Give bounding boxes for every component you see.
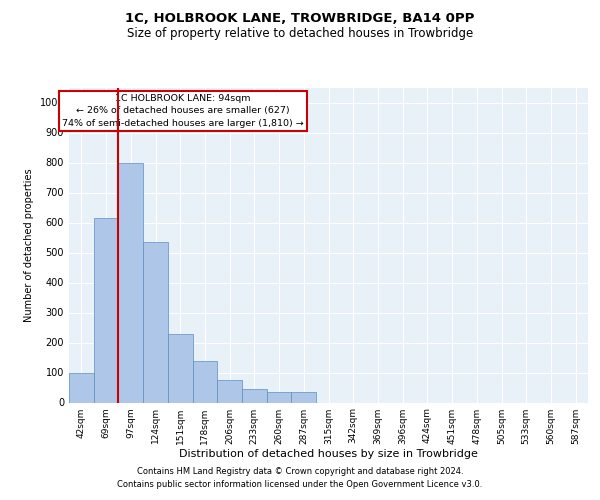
Bar: [168, 334, 193, 402]
X-axis label: Distribution of detached houses by size in Trowbridge: Distribution of detached houses by size …: [179, 450, 478, 460]
Bar: [118, 162, 143, 402]
Bar: [69, 372, 94, 402]
Bar: [267, 392, 292, 402]
Text: Contains HM Land Registry data © Crown copyright and database right 2024.: Contains HM Land Registry data © Crown c…: [137, 467, 463, 476]
Text: Contains public sector information licensed under the Open Government Licence v3: Contains public sector information licen…: [118, 480, 482, 489]
Bar: [94, 218, 118, 402]
Bar: [143, 242, 168, 402]
Text: 1C, HOLBROOK LANE, TROWBRIDGE, BA14 0PP: 1C, HOLBROOK LANE, TROWBRIDGE, BA14 0PP: [125, 12, 475, 26]
Bar: [292, 392, 316, 402]
Y-axis label: Number of detached properties: Number of detached properties: [24, 168, 34, 322]
Bar: [217, 380, 242, 402]
Bar: [242, 389, 267, 402]
Text: Size of property relative to detached houses in Trowbridge: Size of property relative to detached ho…: [127, 28, 473, 40]
Text: 1C HOLBROOK LANE: 94sqm
← 26% of detached houses are smaller (627)
74% of semi-d: 1C HOLBROOK LANE: 94sqm ← 26% of detache…: [62, 94, 304, 128]
Bar: [193, 360, 217, 403]
